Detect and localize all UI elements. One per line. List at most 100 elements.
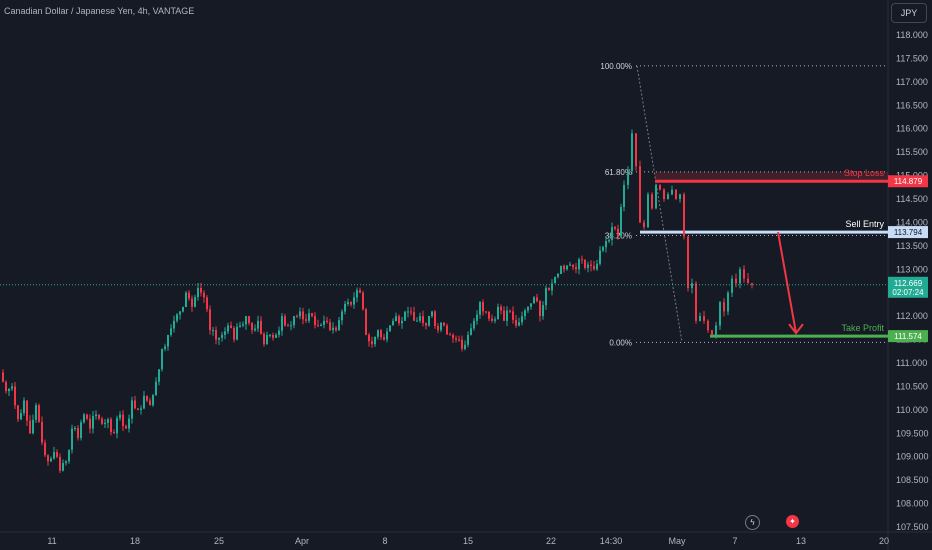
- candle-body: [356, 290, 358, 298]
- take-profit-price-badge-text: 111.574: [894, 332, 922, 341]
- price-tick-label: 110.500: [896, 381, 928, 391]
- candle-body: [687, 236, 689, 289]
- candle-body: [635, 133, 637, 167]
- trade-levels[interactable]: Stop Loss Sell Entry Take Profit: [640, 168, 888, 338]
- candle-body: [296, 316, 298, 318]
- candle-body: [269, 334, 271, 336]
- candle-body: [743, 269, 745, 279]
- candle-body: [299, 311, 301, 317]
- candle-body: [11, 386, 13, 389]
- candle-body: [176, 314, 178, 321]
- price-tick-label: 113.500: [896, 241, 928, 251]
- candle-body: [113, 432, 115, 434]
- candle-body: [218, 337, 220, 340]
- candle-body: [389, 325, 391, 332]
- candle-body: [461, 339, 463, 349]
- candle-body: [104, 422, 106, 424]
- candle-body: [590, 264, 592, 266]
- candle-body: [338, 320, 340, 331]
- candle-body: [347, 302, 349, 304]
- candle-body: [329, 322, 331, 331]
- candle-body: [350, 302, 352, 305]
- currency-button[interactable]: JPY: [891, 3, 927, 23]
- candle-body: [651, 194, 653, 209]
- candle-body: [599, 250, 601, 264]
- candle-body: [500, 306, 502, 311]
- candle-body: [452, 334, 454, 339]
- fib-level-label: 100.00%: [600, 62, 632, 71]
- candle-body: [50, 458, 52, 462]
- candle-body: [86, 414, 88, 419]
- candle-body: [663, 189, 665, 199]
- candle-body: [203, 292, 205, 298]
- candle-body: [470, 328, 472, 335]
- fib-level-label: 0.00%: [609, 338, 632, 347]
- candle-body: [278, 330, 280, 335]
- candle-body: [254, 328, 256, 331]
- candle-body: [209, 309, 211, 331]
- candle-body: [317, 325, 319, 327]
- candle-body: [227, 325, 229, 332]
- canada-flag-icon[interactable]: ✦: [786, 515, 799, 528]
- forecast-arrow[interactable]: [777, 231, 804, 335]
- time-axis[interactable]: 11 18 25 Apr 8 15 22 14:30 May 7 13 20: [47, 536, 889, 546]
- candle-body: [386, 331, 388, 340]
- price-tick-label: 117.500: [896, 53, 928, 63]
- candle-body: [65, 461, 67, 464]
- candle-body: [703, 316, 705, 321]
- candle-body: [443, 322, 445, 326]
- candle-body: [479, 302, 481, 315]
- candle-body: [431, 311, 433, 317]
- candle-body: [146, 395, 148, 401]
- candle-body: [107, 419, 109, 423]
- candle-body: [524, 310, 526, 317]
- candle-body: [563, 265, 565, 270]
- candle-body: [530, 303, 532, 307]
- candle-body: [197, 288, 199, 298]
- candle-body: [398, 316, 400, 324]
- candle-body: [101, 418, 103, 424]
- candle-body: [735, 278, 737, 284]
- candle-body: [643, 222, 645, 228]
- lightning-icon[interactable]: ϟ: [745, 515, 760, 530]
- candle-body: [155, 381, 157, 396]
- candle-body: [41, 421, 43, 443]
- candle-body: [605, 241, 607, 248]
- candle-body: [68, 449, 70, 462]
- candle-body: [631, 133, 633, 171]
- candles: [2, 129, 753, 474]
- candle-body: [263, 333, 265, 345]
- candle-body: [149, 400, 151, 406]
- candle-body: [80, 422, 82, 438]
- candle-body: [320, 324, 322, 326]
- candle-body: [173, 320, 175, 329]
- candle-body: [35, 405, 37, 420]
- price-tick-label: 113.000: [896, 264, 928, 274]
- candle-body: [167, 334, 169, 347]
- candle-body: [17, 405, 19, 420]
- time-tick-label: 14:30: [600, 536, 623, 546]
- candle-body: [26, 400, 28, 421]
- candle-body: [527, 306, 529, 311]
- candle-body: [77, 427, 79, 438]
- candle-body: [185, 292, 187, 307]
- candle-body: [539, 301, 541, 317]
- stop-loss-label: Stop Loss: [844, 168, 885, 178]
- candle-body: [281, 316, 283, 331]
- candle-body: [596, 263, 598, 270]
- candle-body: [593, 265, 595, 270]
- candle-body: [47, 455, 49, 462]
- candle-body: [464, 344, 466, 349]
- price-axis[interactable]: 118.000 117.500 117.000 116.500 116.000 115.5…: [0, 30, 929, 532]
- time-tick-label: May: [668, 536, 686, 546]
- candle-body: [491, 318, 493, 321]
- candle-body: [620, 207, 622, 237]
- candle-body: [191, 298, 193, 307]
- candle-body: [188, 292, 190, 299]
- candle-body: [572, 264, 574, 268]
- time-tick-label: 18: [130, 536, 140, 546]
- candle-body: [569, 264, 571, 266]
- candle-body: [74, 427, 76, 429]
